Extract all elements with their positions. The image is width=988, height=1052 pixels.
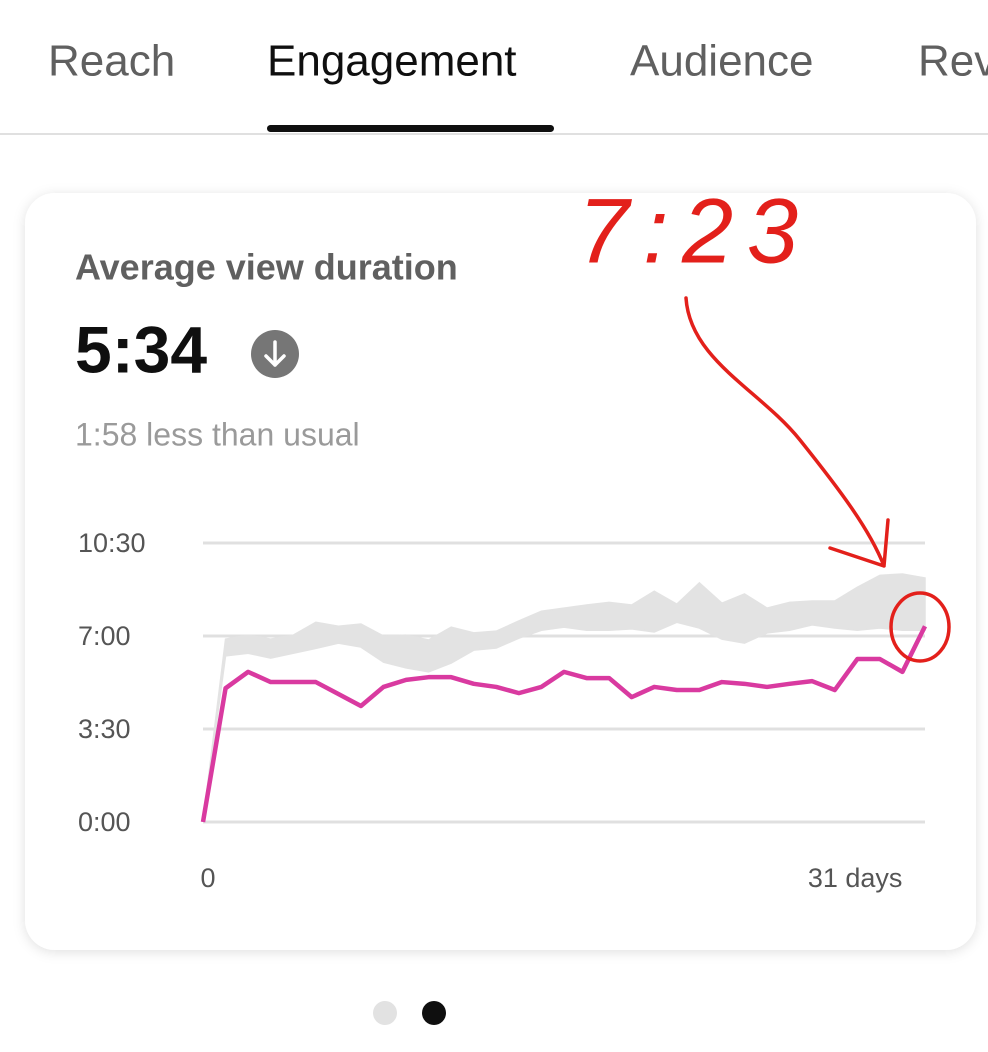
divider — [0, 133, 988, 135]
y-tick-label: 0:00 — [78, 807, 131, 837]
x-tick-label: 0 — [200, 863, 215, 893]
card — [25, 193, 976, 950]
series-line — [200, 625, 928, 823]
typical-range — [202, 573, 926, 823]
card-subtitle: 1:58 less than usual — [75, 416, 360, 452]
y-tick-label: 7:00 — [78, 621, 131, 651]
annotation-circle — [889, 591, 951, 663]
page-dot-active[interactable] — [422, 1001, 446, 1025]
annotation-arrow — [684, 296, 890, 568]
chart: 0:00 3:30 7:00 10:30 0 31 days — [78, 528, 928, 893]
tab-indicator — [267, 125, 554, 132]
tab[interactable]: Rev — [918, 37, 988, 86]
x-tick-label: 31 days — [808, 863, 903, 893]
down-icon — [251, 330, 299, 378]
y-tick-label: 10:30 — [78, 528, 146, 558]
tab-active[interactable]: Engagement — [267, 37, 517, 86]
y-tick-label: 3:30 — [78, 714, 131, 744]
tab[interactable]: Reach — [48, 37, 175, 86]
tab[interactable]: Audience — [630, 37, 813, 86]
card-value: 5:34 — [75, 312, 207, 386]
annotation: 7:23 — [578, 180, 798, 282]
page-dot[interactable] — [373, 1001, 397, 1025]
card-title: Average view duration — [75, 247, 458, 288]
